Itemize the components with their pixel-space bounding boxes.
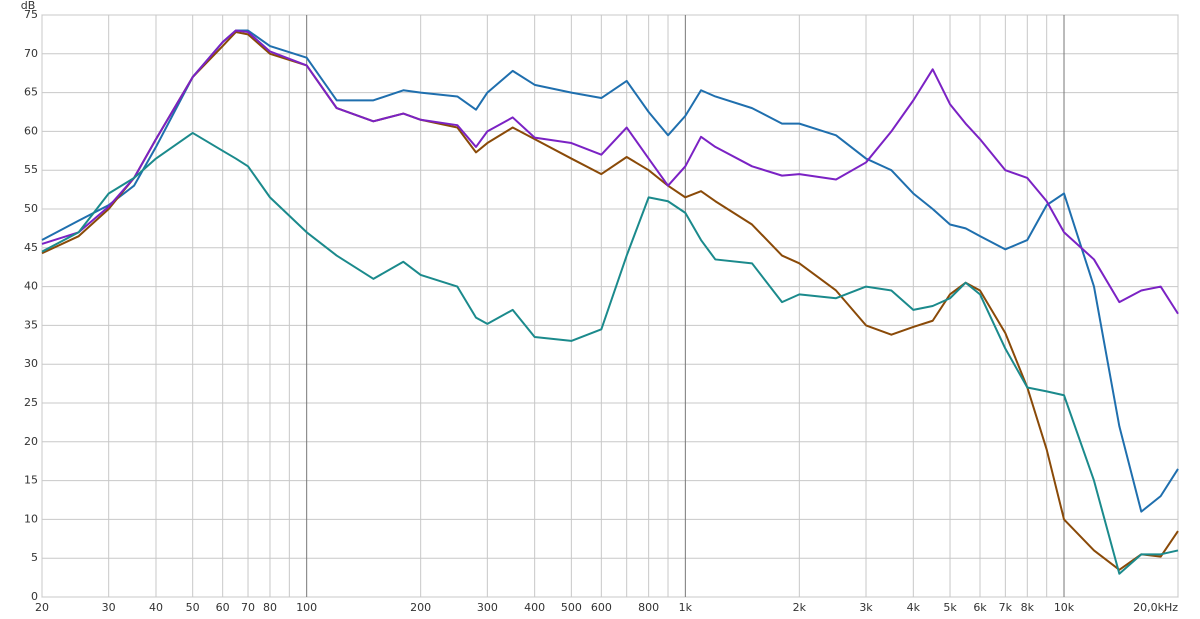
x-tick-label: 7k: [999, 601, 1013, 614]
x-tick-label: 100: [296, 601, 317, 614]
x-tick-label: 70: [241, 601, 255, 614]
series-line: [41, 131, 1179, 575]
x-tick-label: 300: [477, 601, 498, 614]
y-tick-label: 50: [24, 202, 38, 215]
y-tick-label: 10: [24, 512, 38, 525]
y-tick-label: 55: [24, 163, 38, 176]
x-tick-label: 500: [561, 601, 582, 614]
x-tick-label: 10k: [1054, 601, 1075, 614]
x-tick-label: 60: [216, 601, 230, 614]
x-tick-label: 8k: [1021, 601, 1035, 614]
x-tick-label: 6k: [973, 601, 987, 614]
series-line: [41, 29, 1179, 315]
series-line: [41, 29, 1179, 513]
y-tick-label: 0: [31, 590, 38, 603]
y-tick-label: 60: [24, 124, 38, 137]
y-tick-label: 65: [24, 86, 38, 99]
x-tick-label: 800: [638, 601, 659, 614]
x-tick-label: 20: [35, 601, 49, 614]
x-tick-label: 40: [149, 601, 163, 614]
x-tick-label: 1k: [679, 601, 693, 614]
y-tick-label: 75: [24, 8, 38, 21]
y-axis-label: dB: [21, 0, 36, 12]
x-tick-label: 5k: [943, 601, 957, 614]
y-tick-label: 45: [24, 241, 38, 254]
y-tick-label: 30: [24, 357, 38, 370]
y-tick-label: 40: [24, 280, 38, 293]
x-tick-label: 600: [591, 601, 612, 614]
x-tick-label: 400: [524, 601, 545, 614]
x-tick-label: 4k: [907, 601, 921, 614]
series-line: [41, 31, 1179, 571]
x-tick-label: 2k: [793, 601, 807, 614]
x-tick-label: 20,0kHz: [1133, 601, 1178, 614]
x-tick-label: 80: [263, 601, 277, 614]
x-tick-label: 3k: [859, 601, 873, 614]
y-tick-label: 5: [31, 551, 38, 564]
x-tick-label: 200: [410, 601, 431, 614]
y-tick-label: 70: [24, 47, 38, 60]
x-tick-label: 30: [102, 601, 116, 614]
y-tick-label: 20: [24, 435, 38, 448]
y-tick-label: 25: [24, 396, 38, 409]
x-tick-label: 50: [186, 601, 200, 614]
y-tick-label: 15: [24, 474, 38, 487]
y-tick-label: 35: [24, 318, 38, 331]
